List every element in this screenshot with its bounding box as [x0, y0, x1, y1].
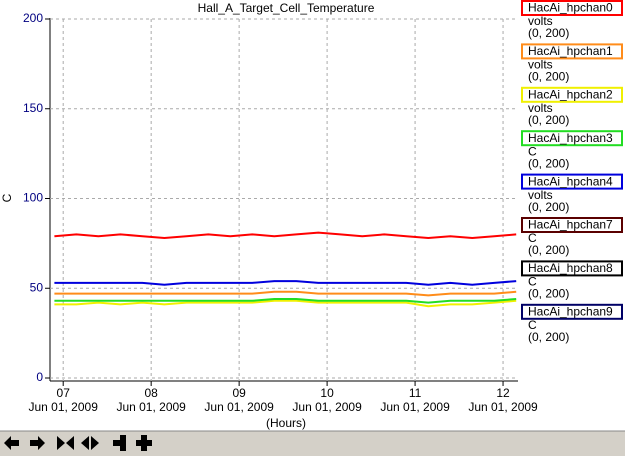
legend-swatch [521, 260, 623, 277]
series-line [54, 298, 517, 304]
legend-unit: volts [528, 58, 553, 72]
pan-right-button[interactable] [30, 436, 45, 450]
x-tick-date: Jun 01, 2009 [116, 400, 186, 414]
legend-unit: C [528, 318, 537, 332]
legend-name: HacAi_hpchan2 [528, 87, 613, 101]
legend-unit: C [528, 275, 537, 289]
zoom-in-y-button[interactable] [136, 435, 152, 451]
toolbar [0, 430, 625, 456]
zoom-out-y-button[interactable] [113, 435, 126, 451]
legend-range: (0, 200) [528, 243, 569, 257]
legend-name: HacAi_hpchan3 [528, 131, 613, 145]
legend-unit: C [528, 144, 537, 158]
legend-range: (0, 200) [528, 287, 569, 301]
legend-unit: volts [528, 101, 553, 115]
legend-name: HacAi_hpchan7 [528, 218, 613, 232]
series-line [54, 280, 517, 286]
series-line [54, 299, 517, 308]
zoom-out-x-button[interactable] [81, 436, 99, 450]
legend-range: (0, 200) [528, 330, 569, 344]
pan-left-button[interactable] [4, 436, 19, 450]
legend-name: HacAi_hpchan8 [528, 261, 613, 275]
legend-range: (0, 200) [528, 113, 569, 127]
legend-swatch [521, 217, 623, 233]
legend-unit: volts [528, 188, 553, 202]
x-axis-label: (Hours) [266, 416, 306, 430]
legend-range: (0, 200) [528, 200, 569, 214]
legend-unit: volts [528, 14, 553, 28]
legend-range: (0, 200) [528, 70, 569, 84]
zoom-in-x-button[interactable] [57, 436, 74, 450]
legend-swatch [521, 173, 623, 190]
legend-swatch [521, 43, 623, 60]
x-tick-date: Jun 01, 2009 [204, 400, 274, 414]
series-line [54, 290, 517, 297]
series-line [54, 231, 517, 240]
y-axis-label: C [0, 193, 14, 202]
y-tick-label: 200 [23, 11, 43, 25]
legend-swatch [521, 303, 623, 320]
toolbar-bg [0, 431, 625, 456]
legend-range: (0, 200) [528, 156, 569, 170]
x-tick-label: 11 [409, 386, 422, 400]
x-tick-label: 07 [57, 386, 71, 400]
legend-swatch [521, 0, 623, 16]
y-tick-label: 100 [23, 191, 43, 205]
legend-name: HacAi_hpchan9 [528, 304, 613, 318]
chart-title: Hall_A_Target_Cell_Temperature [198, 1, 375, 15]
y-tick-label: 150 [23, 101, 43, 115]
x-tick-date: Jun 01, 2009 [468, 400, 538, 414]
y-tick-label: 50 [30, 280, 44, 294]
legend-range: (0, 200) [528, 26, 569, 40]
legend-swatch [521, 86, 623, 103]
x-tick-date: Jun 01, 2009 [292, 400, 362, 414]
legend-name: HacAi_hpchan1 [528, 44, 613, 58]
x-tick-date: Jun 01, 2009 [28, 400, 98, 414]
legend-name: HacAi_hpchan4 [528, 174, 613, 188]
legend-name: HacAi_hpchan0 [528, 1, 613, 15]
x-tick-label: 12 [496, 386, 510, 400]
x-tick-label: 08 [144, 386, 158, 400]
legend-swatch [521, 130, 623, 147]
legend-unit: C [528, 231, 537, 245]
x-tick-label: 10 [320, 386, 334, 400]
y-tick-label: 0 [36, 370, 43, 384]
x-tick-label: 09 [232, 386, 246, 400]
x-tick-date: Jun 01, 2009 [380, 400, 450, 414]
